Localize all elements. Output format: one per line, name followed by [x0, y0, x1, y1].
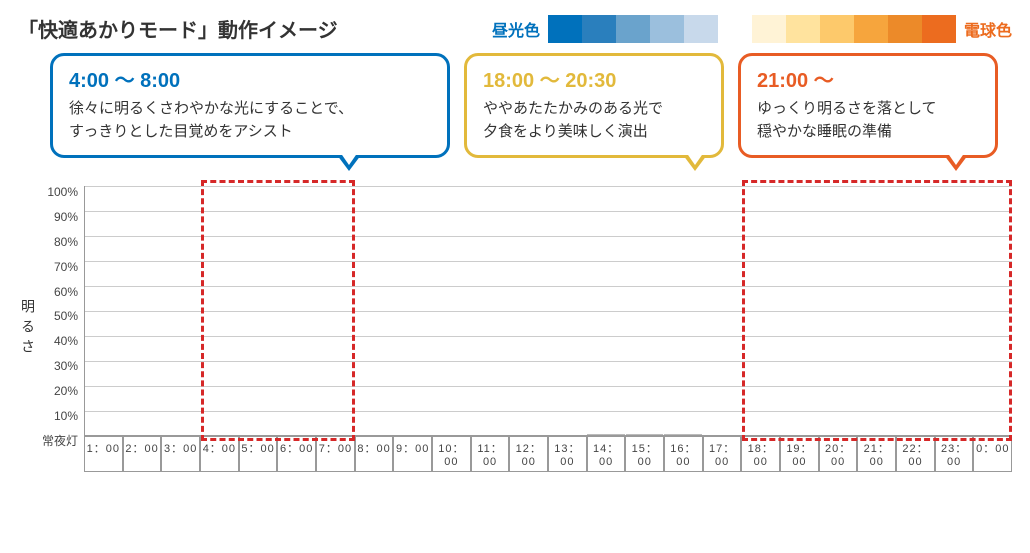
x-tick: 20：00	[819, 437, 858, 472]
callout-desc: ゆっくり明るさを落として穏やかな睡眠の準備	[757, 98, 979, 143]
x-tick: 1：00	[84, 437, 123, 472]
x-tick: 16：00	[664, 437, 703, 472]
x-tick: 15：00	[625, 437, 664, 472]
callout-night: 21:00 ～ゆっくり明るさを落として穏やかな睡眠の準備	[738, 53, 998, 158]
callout-desc: ややあたたかみのある光で夕食をより美味しく演出	[483, 98, 705, 143]
y-axis-label: 明るさ	[18, 299, 38, 359]
y-tick: 20%	[42, 385, 78, 386]
callout-morning: 4:00 ～ 8:00徐々に明るくさわやかな光にすることで、すっきりとした目覚め…	[50, 53, 450, 158]
y-tick: 70%	[42, 261, 78, 262]
x-tick: 14：00	[587, 437, 626, 472]
page-title: 「快適あかりモード」動作イメージ	[18, 14, 338, 43]
y-tick: 90%	[42, 211, 78, 212]
x-tick: 3：00	[161, 437, 200, 472]
legend-swatch	[650, 15, 684, 43]
x-tick: 7：00	[316, 437, 355, 472]
x-tick: 2：00	[123, 437, 162, 472]
y-tick: 常夜灯	[42, 435, 78, 436]
callout-time: 18:00 ～ 20:30	[483, 66, 705, 96]
legend-swatch	[616, 15, 650, 43]
x-tick: 23：00	[935, 437, 974, 472]
legend-swatch	[752, 15, 786, 43]
x-tick: 11：00	[471, 437, 510, 472]
x-tick: 22：00	[896, 437, 935, 472]
callout-time: 4:00 ～ 8:00	[69, 66, 431, 96]
x-tick: 5：00	[239, 437, 278, 472]
callout-evening: 18:00 ～ 20:30ややあたたかみのある光で夕食をより美味しく演出	[464, 53, 724, 158]
x-tick: 19：00	[780, 437, 819, 472]
legend-daylight-label: 昼光色	[492, 17, 540, 41]
legend-swatch	[684, 15, 718, 43]
legend-swatch	[582, 15, 616, 43]
x-tick: 17：00	[703, 437, 742, 472]
x-tick: 0：00	[973, 437, 1012, 472]
callout-time: 21:00 ～	[757, 66, 979, 96]
color-legend: 昼光色 電球色	[492, 15, 1012, 43]
y-tick: 100%	[42, 186, 78, 187]
legend-swatch	[888, 15, 922, 43]
y-tick: 80%	[42, 236, 78, 237]
y-tick: 60%	[42, 286, 78, 287]
highlight-box	[201, 180, 355, 441]
x-tick: 8：00	[355, 437, 394, 472]
x-axis-labels: 1：002：003：004：005：006：007：008：009：0010：0…	[84, 436, 1012, 472]
brightness-chart	[84, 186, 1012, 436]
legend-bulb-label: 電球色	[964, 17, 1012, 41]
x-tick: 10：00	[432, 437, 471, 472]
y-tick: 40%	[42, 335, 78, 336]
highlight-box	[742, 180, 1012, 441]
legend-swatch	[820, 15, 854, 43]
legend-swatch	[718, 15, 752, 43]
x-tick: 12：00	[509, 437, 548, 472]
x-tick: 9：00	[393, 437, 432, 472]
y-tick: 10%	[42, 410, 78, 411]
x-tick: 13：00	[548, 437, 587, 472]
callout-desc: 徐々に明るくさわやかな光にすることで、すっきりとした目覚めをアシスト	[69, 98, 431, 143]
x-tick: 6：00	[277, 437, 316, 472]
legend-swatch	[548, 15, 582, 43]
x-tick: 18：00	[741, 437, 780, 472]
y-tick: 50%	[42, 310, 78, 311]
legend-swatch	[854, 15, 888, 43]
legend-swatch	[786, 15, 820, 43]
x-tick: 21：00	[857, 437, 896, 472]
x-tick: 4：00	[200, 437, 239, 472]
legend-swatch	[922, 15, 956, 43]
y-axis-ticks: 100% 90% 80% 70% 60% 50% 40% 30% 20% 10% 常夜灯	[42, 186, 78, 436]
y-tick: 30%	[42, 360, 78, 361]
